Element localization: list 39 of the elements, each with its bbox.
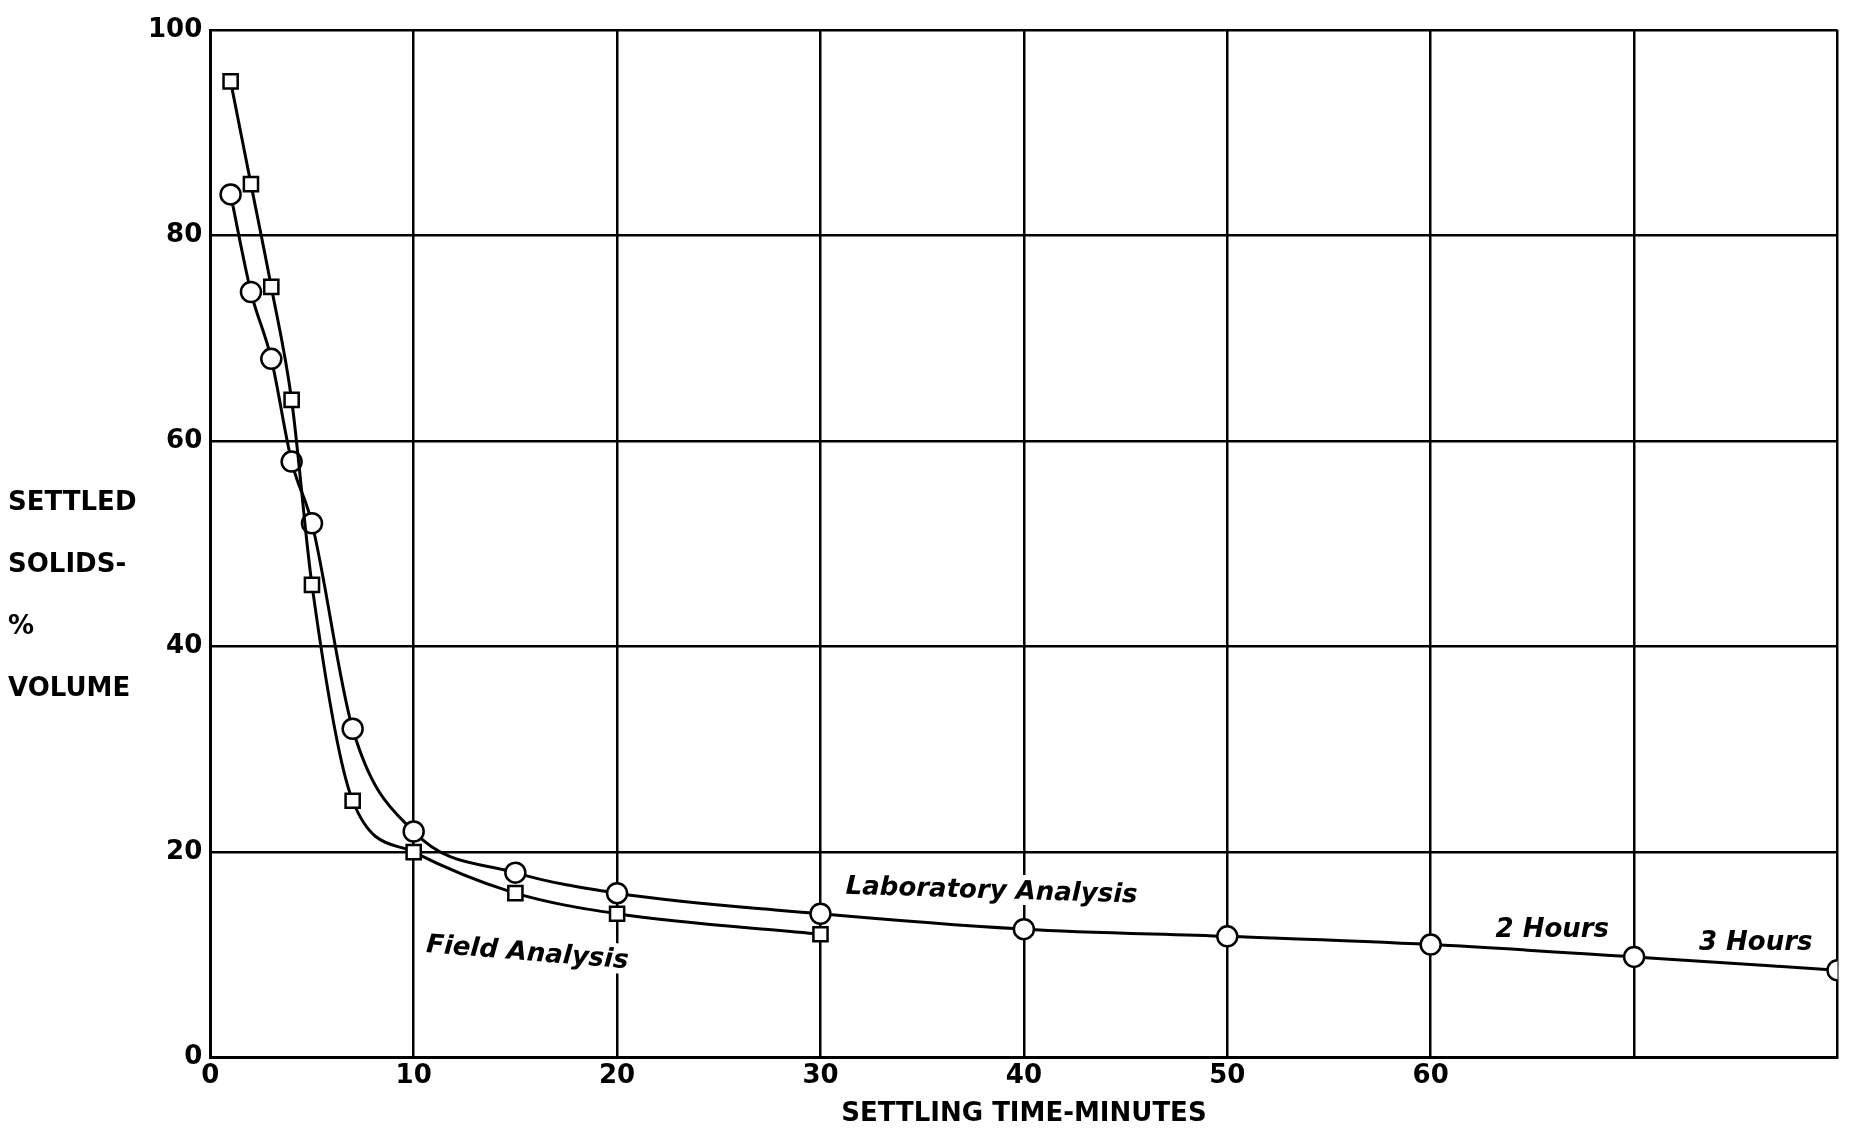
y-tick-label: 40 — [166, 629, 203, 660]
point — [608, 905, 626, 923]
point — [260, 347, 283, 371]
point — [605, 881, 629, 905]
point — [504, 861, 527, 884]
point — [1012, 917, 1036, 941]
point — [283, 391, 300, 409]
series-label: Laboratory Analysis — [845, 869, 1139, 909]
point — [262, 278, 280, 296]
text: SETTLED SOLIDS- % VOLUME — [8, 486, 137, 702]
point — [809, 902, 832, 925]
point — [344, 792, 361, 810]
x-tick-label: 10 — [395, 1058, 432, 1089]
y-tick-label: 60 — [166, 423, 203, 454]
point — [402, 820, 425, 843]
point — [222, 73, 239, 90]
point — [341, 717, 364, 741]
point — [1419, 933, 1442, 956]
x-tick-label: 30 — [802, 1058, 839, 1089]
point — [812, 925, 829, 943]
point — [219, 183, 242, 206]
y-tick-label: 80 — [166, 218, 203, 249]
point — [239, 280, 263, 304]
x-axis-title: SETTLING TIME-MINUTES — [841, 1097, 1207, 1128]
x-tick-label: 50 — [1209, 1058, 1246, 1089]
series-label: Field Analysis — [425, 928, 630, 975]
x-tick-label: 60 — [1412, 1058, 1449, 1089]
point — [507, 884, 524, 902]
point — [303, 576, 321, 594]
y-tick-label: 20 — [166, 834, 203, 865]
annotation: 2 Hours — [1495, 912, 1610, 943]
point — [1622, 945, 1646, 969]
annotation: 3 Hours — [1698, 926, 1813, 957]
point — [242, 175, 260, 193]
y-tick-label: 100 — [147, 12, 203, 43]
x-tick-label: 20 — [598, 1058, 636, 1089]
point — [1216, 925, 1239, 948]
point — [405, 843, 422, 861]
x-tick-label: 40 — [1005, 1058, 1042, 1089]
